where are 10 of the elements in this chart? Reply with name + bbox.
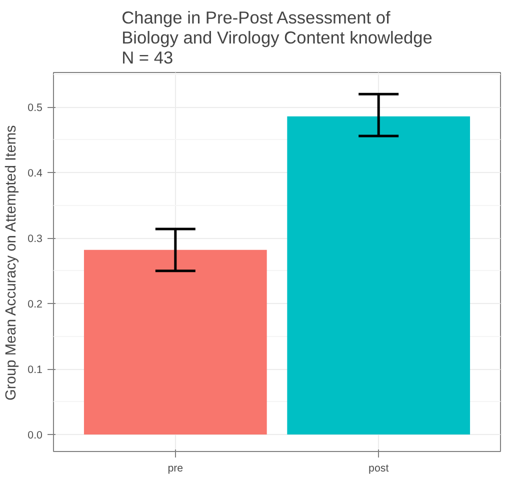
x-tick-label: pre: [168, 462, 184, 474]
y-tick-label: 0.3: [28, 233, 43, 246]
y-tick-label: 0.2: [28, 298, 43, 311]
x-tick-label: post: [368, 462, 389, 474]
y-tick-label: 0.5: [28, 102, 43, 114]
y-tick-label: 0.0: [28, 429, 43, 442]
y-axis-title: Group Mean Accuracy on Attempted Items: [4, 125, 20, 400]
y-tick-label: 0.1: [28, 364, 43, 376]
y-tick-label: 0.4: [28, 168, 43, 180]
chart-title: Change in Pre-Post Assessment of Biology and Virology Content knowledge N = 43: [122, 8, 432, 68]
